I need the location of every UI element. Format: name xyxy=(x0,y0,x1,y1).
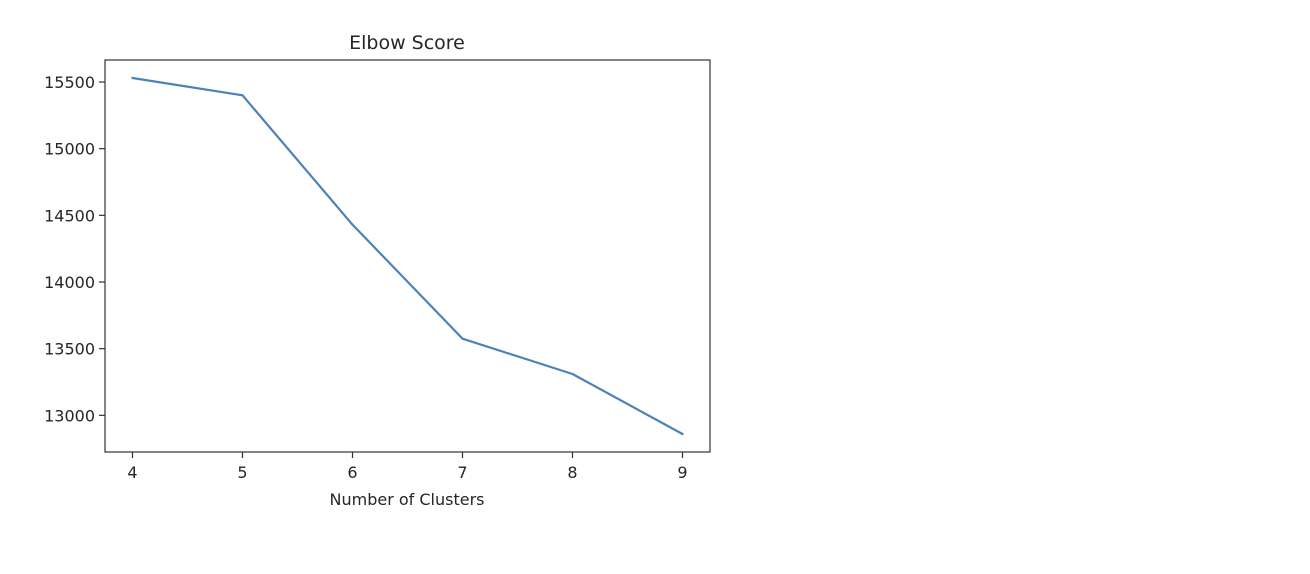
data-point xyxy=(351,223,354,226)
x-tick-label: 8 xyxy=(567,463,577,482)
data-point xyxy=(571,372,574,376)
x-axis-ticks: 4 5 6 7 8 9 xyxy=(127,452,688,482)
data-point xyxy=(241,94,244,97)
chart-title: Elbow Score xyxy=(349,32,465,54)
series-line xyxy=(131,76,684,436)
x-tick-label: 7 xyxy=(457,463,467,482)
data-point xyxy=(131,76,134,80)
y-tick-label: 15000 xyxy=(44,140,95,159)
plot-area-frame xyxy=(104,59,711,453)
x-tick-label: 9 xyxy=(677,463,687,482)
x-tick-label: 5 xyxy=(237,463,247,482)
y-axis-ticks: 13000 13500 14000 14500 15000 15500 xyxy=(44,73,105,425)
data-point xyxy=(681,432,684,436)
data-point xyxy=(461,337,464,340)
y-tick-label: 13000 xyxy=(44,406,95,425)
x-tick-label: 6 xyxy=(347,463,357,482)
series-group xyxy=(131,76,684,436)
y-tick-label: 14500 xyxy=(44,206,95,225)
y-tick-label: 13500 xyxy=(44,340,95,359)
y-tick-label: 15500 xyxy=(44,73,95,92)
y-tick-label: 14000 xyxy=(44,273,95,292)
x-tick-label: 4 xyxy=(127,463,137,482)
x-axis-label: Number of Clusters xyxy=(330,490,485,509)
